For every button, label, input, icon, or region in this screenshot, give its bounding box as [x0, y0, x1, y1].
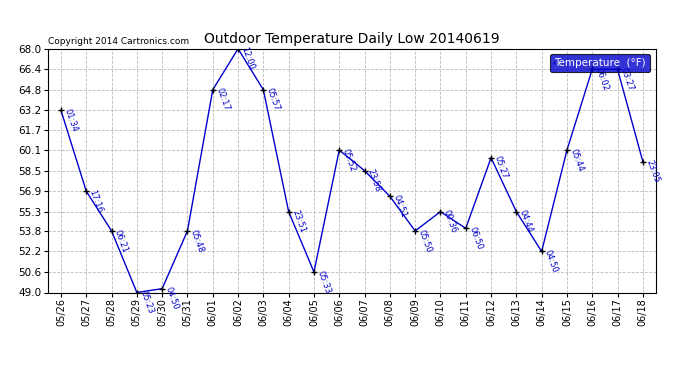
Text: 04:50: 04:50 — [543, 249, 560, 274]
Text: 06:21: 06:21 — [113, 228, 130, 254]
Text: 05:57: 05:57 — [265, 87, 282, 112]
Text: 05:52: 05:52 — [341, 147, 357, 173]
Text: 05:27: 05:27 — [493, 155, 509, 180]
Text: 05:33: 05:33 — [315, 269, 332, 295]
Text: 06:50: 06:50 — [467, 226, 484, 251]
Text: 04:50: 04:50 — [164, 286, 180, 311]
Text: 17:16: 17:16 — [88, 188, 104, 214]
Text: 04:44: 04:44 — [518, 209, 534, 234]
Legend: Temperature  (°F): Temperature (°F) — [551, 54, 650, 72]
Title: Outdoor Temperature Daily Low 20140619: Outdoor Temperature Daily Low 20140619 — [204, 32, 500, 46]
Text: 12:00: 12:00 — [239, 46, 256, 71]
Text: 03:27: 03:27 — [619, 66, 635, 92]
Text: 04:51: 04:51 — [391, 194, 408, 219]
Text: 00:36: 00:36 — [442, 209, 458, 234]
Text: 02:17: 02:17 — [214, 87, 230, 112]
Text: 05:48: 05:48 — [189, 228, 206, 254]
Text: Copyright 2014 Cartronics.com: Copyright 2014 Cartronics.com — [48, 38, 190, 46]
Text: 05:23: 05:23 — [138, 290, 155, 315]
Text: 01:34: 01:34 — [62, 108, 79, 133]
Text: 05:50: 05:50 — [417, 228, 433, 254]
Text: 06:02: 06:02 — [593, 66, 610, 92]
Text: 23:58: 23:58 — [366, 168, 382, 194]
Text: 05:44: 05:44 — [569, 147, 585, 173]
Text: 23:05: 23:05 — [644, 159, 661, 184]
Text: 23:51: 23:51 — [290, 209, 306, 234]
